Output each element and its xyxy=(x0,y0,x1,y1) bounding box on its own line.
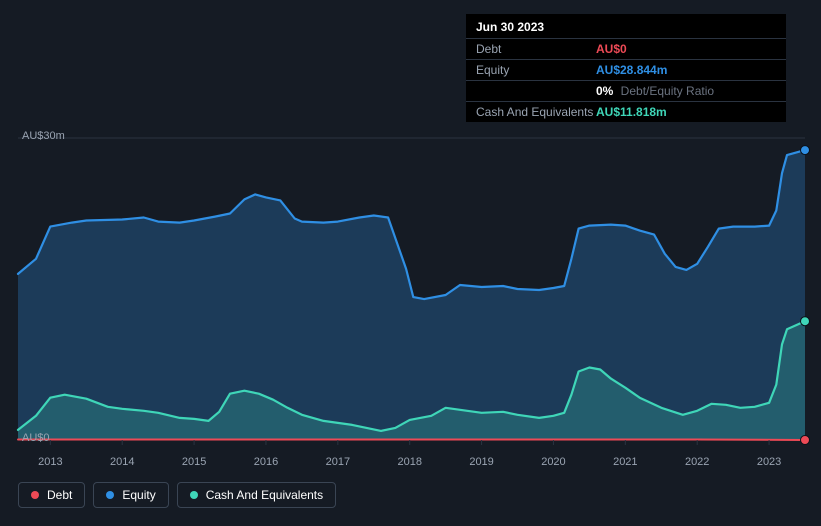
tooltip-row: EquityAU$28.844m xyxy=(466,60,786,81)
tooltip-row-value: AU$11.818m xyxy=(596,105,776,119)
tooltip-row-label: Cash And Equivalents xyxy=(476,105,596,119)
tooltip-row-label: Debt xyxy=(476,42,596,56)
x-tick-label: 2014 xyxy=(110,456,134,468)
x-tick-label: 2013 xyxy=(38,456,62,468)
tooltip-row-value: AU$28.844m xyxy=(596,63,776,77)
x-tick-label: 2023 xyxy=(757,456,781,468)
x-tick-label: 2015 xyxy=(182,456,206,468)
legend-label: Equity xyxy=(122,488,155,502)
legend-dot-icon xyxy=(190,491,198,499)
x-tick-label: 2019 xyxy=(469,456,493,468)
tooltip-row: 0% Debt/Equity Ratio xyxy=(466,81,786,102)
tooltip-row-label: Equity xyxy=(476,63,596,77)
x-tick-label: 2016 xyxy=(254,456,278,468)
chart-tooltip: Jun 30 2023 DebtAU$0EquityAU$28.844m0% D… xyxy=(466,14,786,122)
legend-dot-icon xyxy=(31,491,39,499)
legend: Debt Equity Cash And Equivalents xyxy=(18,482,336,508)
tooltip-row-label xyxy=(476,84,596,98)
legend-dot-icon xyxy=(106,491,114,499)
y-tick-label: AU$30m xyxy=(22,130,65,142)
tooltip-date: Jun 30 2023 xyxy=(466,14,786,39)
tooltip-row-value: 0% Debt/Equity Ratio xyxy=(596,84,776,98)
tooltip-row: Cash And EquivalentsAU$11.818m xyxy=(466,102,786,122)
x-tick-label: 2021 xyxy=(613,456,637,468)
legend-label: Debt xyxy=(47,488,72,502)
legend-item-cash-and-equivalents[interactable]: Cash And Equivalents xyxy=(177,482,336,508)
y-tick-label: AU$0 xyxy=(22,432,50,444)
legend-item-debt[interactable]: Debt xyxy=(18,482,85,508)
tooltip-row-value: AU$0 xyxy=(596,42,776,56)
x-tick-label: 2022 xyxy=(685,456,709,468)
x-tick-label: 2020 xyxy=(541,456,565,468)
x-tick-label: 2018 xyxy=(397,456,421,468)
legend-item-equity[interactable]: Equity xyxy=(93,482,168,508)
legend-label: Cash And Equivalents xyxy=(206,488,323,502)
x-tick-label: 2017 xyxy=(326,456,350,468)
tooltip-row: DebtAU$0 xyxy=(466,39,786,60)
